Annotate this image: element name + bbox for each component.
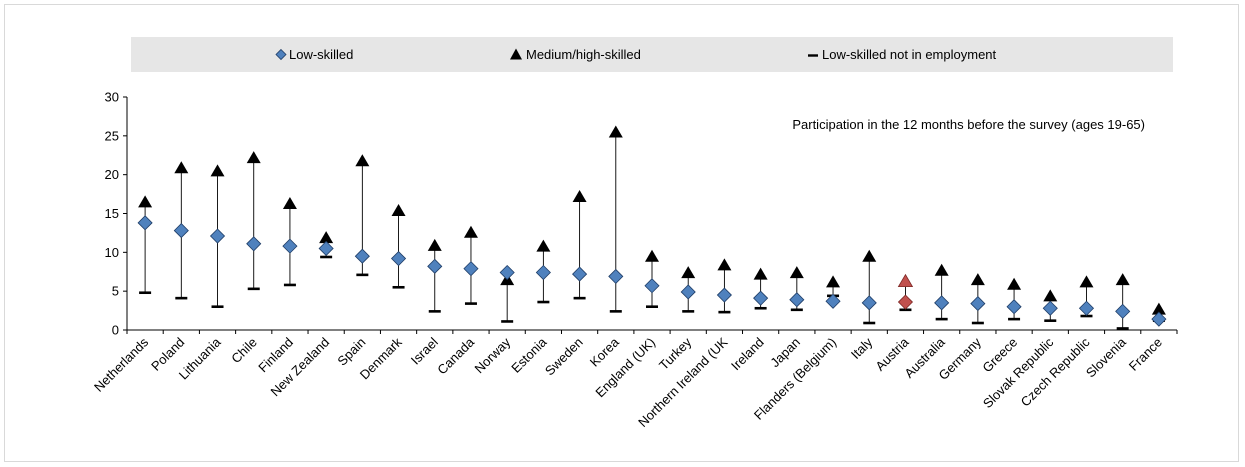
x-tick-label-spain: Spain — [334, 335, 368, 369]
legend-low-skilled-icon — [275, 48, 287, 61]
x-tick-label-slovenia: Slovenia — [1083, 334, 1129, 380]
y-tick-label: 30 — [105, 90, 119, 105]
point-medium-high-flanders-belgium — [826, 275, 841, 288]
point-low-skilled-netherlands — [137, 215, 153, 231]
legend-medium-high-icon — [510, 48, 522, 60]
point-low-skilled-estonia — [535, 264, 551, 281]
point-low-skilled-england-uk — [644, 278, 660, 294]
point-low-skilled-poland — [173, 223, 189, 239]
point-medium-high-spain — [355, 154, 370, 167]
legend: Low-skilled Medium/high-skilled Low-skille… — [131, 37, 1173, 72]
x-tick-label-sweden: Sweden — [542, 335, 586, 379]
point-low-skilled-sweden — [572, 266, 588, 282]
point-low-skilled-israel — [427, 258, 443, 274]
point-medium-high-england-uk — [645, 249, 659, 262]
point-medium-high-poland — [174, 161, 189, 174]
point-low-skilled-japan — [789, 292, 805, 308]
point-medium-high-lithuania — [210, 164, 225, 177]
point-low-skilled-denmark — [390, 250, 407, 267]
y-tick-label: 10 — [105, 245, 119, 260]
x-tick-label-canada: Canada — [434, 334, 477, 377]
point-low-skilled-northern-ireland-uk — [716, 287, 732, 303]
point-medium-high-new-zealand — [319, 231, 334, 244]
point-medium-high-turkey — [681, 266, 696, 279]
point-medium-high-northern-ireland-uk — [717, 258, 732, 271]
x-tick-label-ireland: Ireland — [728, 335, 767, 374]
point-medium-high-ireland — [753, 267, 768, 280]
point-low-skilled-austria — [897, 294, 914, 310]
point-low-skilled-turkey — [680, 284, 696, 300]
chart-annotation: Participation in the 12 months before th… — [792, 117, 1145, 132]
point-medium-high-sweden — [572, 189, 587, 202]
y-tick-label: 15 — [105, 206, 119, 221]
point-low-skilled-lithuania — [209, 228, 226, 244]
x-tick-label-norway: Norway — [472, 334, 514, 376]
point-low-skilled-flanders-belgium — [825, 293, 841, 309]
y-tick-label: 25 — [105, 128, 119, 143]
point-low-skilled-australia — [934, 295, 950, 311]
point-medium-high-finland — [282, 196, 297, 209]
point-medium-high-italy — [862, 249, 877, 262]
point-medium-high-germany — [970, 273, 985, 286]
point-medium-high-canada — [463, 225, 478, 238]
point-medium-high-korea — [608, 125, 623, 138]
point-medium-high-slovenia — [1115, 273, 1130, 286]
x-tick-label-chile: Chile — [228, 335, 260, 367]
point-low-skilled-spain — [354, 248, 370, 264]
legend-medium-high-label: Medium/high-skilled — [526, 47, 641, 62]
legend-not-employed-label: Low-skilled not in employment — [822, 47, 997, 62]
point-low-skilled-canada — [463, 261, 479, 277]
point-low-skilled-france — [1151, 311, 1167, 327]
point-low-skilled-finland — [282, 238, 298, 254]
y-tick-label: 5 — [112, 284, 119, 299]
point-low-skilled-korea — [608, 268, 624, 284]
point-low-skilled-slovak-republic — [1042, 300, 1058, 316]
point-medium-high-israel — [427, 238, 442, 251]
x-tick-label-italy: Italy — [848, 334, 876, 362]
x-tick-label-israel: Israel — [408, 334, 441, 367]
y-tick-label: 0 — [112, 323, 119, 338]
point-medium-high-czech-republic — [1079, 275, 1094, 288]
marks — [137, 125, 1167, 330]
point-medium-high-chile — [246, 151, 261, 164]
x-tick-label-france: France — [1126, 335, 1165, 374]
point-low-skilled-ireland — [753, 290, 769, 306]
point-low-skilled-greece — [1006, 299, 1022, 315]
chart: Low-skilled Medium/high-skilled Low-skille… — [91, 37, 1178, 430]
point-low-skilled-czech-republic — [1078, 300, 1095, 316]
point-medium-high-japan — [789, 266, 804, 279]
legend-band — [131, 37, 1173, 72]
y-tick-label: 20 — [105, 167, 119, 182]
point-medium-high-estonia — [536, 239, 551, 252]
legend-low-skilled-label: Low-skilled — [289, 47, 353, 62]
point-low-skilled-norway — [499, 264, 515, 281]
point-medium-high-netherlands — [138, 195, 153, 208]
x-tick-label-netherlands: Netherlands — [91, 334, 152, 395]
point-medium-high-greece — [1007, 277, 1022, 290]
point-low-skilled-germany — [970, 296, 986, 312]
point-low-skilled-new-zealand — [318, 240, 334, 257]
point-medium-high-france — [1151, 302, 1166, 315]
point-low-skilled-italy — [861, 295, 877, 311]
point-low-skilled-slovenia — [1115, 303, 1131, 319]
point-low-skilled-chile — [246, 236, 262, 252]
point-medium-high-denmark — [391, 203, 406, 216]
point-medium-high-austria — [897, 273, 914, 288]
point-medium-high-slovak-republic — [1043, 289, 1058, 302]
chart-frame: Low-skilled Medium/high-skilled Low-skille… — [4, 4, 1239, 462]
point-medium-high-australia — [934, 263, 949, 276]
